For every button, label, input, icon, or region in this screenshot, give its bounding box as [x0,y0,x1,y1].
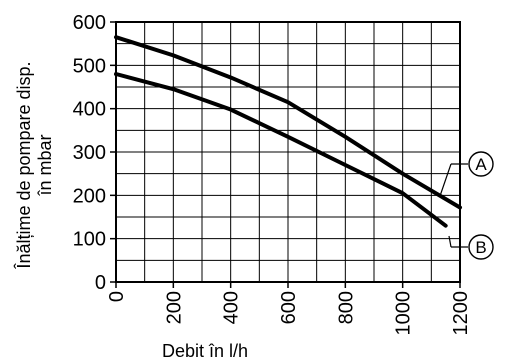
x-tick-label: 0 [106,291,128,302]
callout-label-b: B [475,238,486,257]
series-callouts: AB [439,151,494,260]
x-tick-label: 1000 [393,291,415,336]
y-tick-label: 200 [73,185,106,207]
callout-circle-b [468,234,494,260]
x-tick-label: 600 [278,291,300,324]
x-tick-labels: 0 200 400 600 800 1000 1200 [106,282,472,336]
series-lines [114,35,462,228]
grid [116,22,460,282]
callout-leader [439,163,452,197]
x-axis-title: Debit în l/h [162,341,248,361]
y-tick-label: 300 [73,142,106,164]
y-tick-labels: 0 100 200 300 400 500 600 [73,12,116,294]
y-tick-label: 600 [73,12,106,34]
y-tick-label: 500 [73,55,106,77]
series-line-a [114,35,462,210]
callout-circle-a [468,151,494,177]
callout-label-a: A [475,155,487,174]
y-axis-title-line-1: Înălțime de pompare disp. [14,61,34,269]
x-tick-label: 1200 [450,291,472,336]
y-tick-label: 100 [73,229,106,251]
y-tick-label: 0 [95,272,106,294]
x-tick-label: 200 [163,291,185,324]
y-tick-label: 400 [73,99,106,121]
x-tick-label: 800 [335,291,357,324]
callout-leader [448,235,452,248]
y-axis-title-line-2: în mbar [35,134,55,196]
x-tick-label: 400 [221,291,243,324]
series-line-b [114,72,448,228]
